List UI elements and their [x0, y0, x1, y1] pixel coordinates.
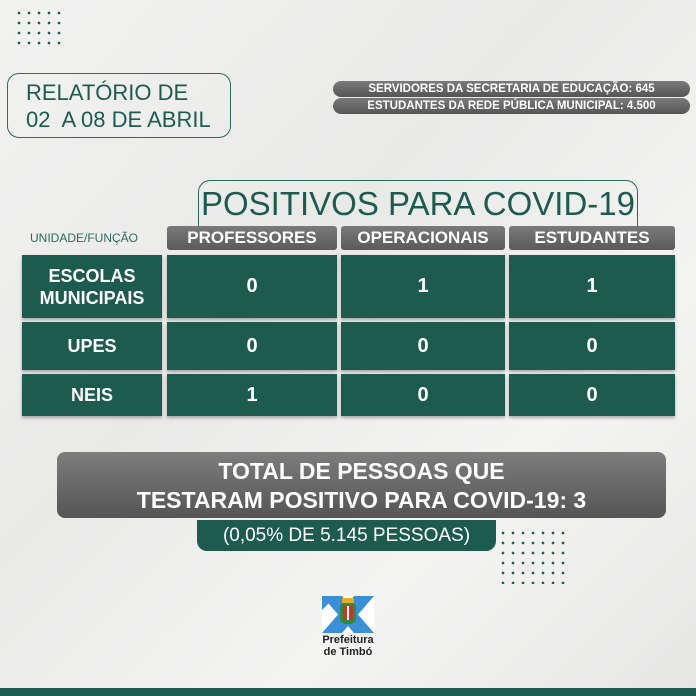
- row-header: UPES: [22, 322, 162, 370]
- dot-pattern-decoration: [14, 8, 62, 50]
- table-cell: 0: [167, 255, 337, 318]
- total-line-2: TESTARAM POSITIVO PARA COVID-19: 3: [136, 487, 587, 513]
- table-cell: 0: [341, 374, 505, 416]
- corner-label: UNIDADE/FUNÇÃO: [30, 231, 139, 245]
- timbo-flag-logo-icon: [322, 596, 374, 633]
- logo-line-1: Prefeitura: [322, 634, 374, 646]
- total-box: TOTAL DE PESSOAS QUE TESTARAM POSITIVO P…: [57, 452, 666, 518]
- table-cell: 1: [341, 255, 505, 318]
- row-header: ESCOLAS MUNICIPAIS: [22, 255, 162, 318]
- table-title: POSITIVOS PARA COVID-19: [198, 180, 638, 230]
- dot-pattern-decoration: [498, 528, 568, 584]
- column-header-estudantes: ESTUDANTES: [509, 226, 675, 250]
- table-cell: 1: [167, 374, 337, 416]
- table-cell: 1: [509, 255, 675, 318]
- row-header: NEIS: [22, 374, 162, 416]
- staff-count-badge: SERVIDORES DA SECRETARIA DE EDUCAÇÃO: 64…: [333, 81, 690, 97]
- percent-box: (0,05% DE 5.145 PESSOAS): [197, 520, 496, 551]
- total-line-1: TOTAL DE PESSOAS QUE: [218, 458, 505, 484]
- report-period-box: RELATÓRIO DE 02 A 08 DE ABRIL: [7, 73, 231, 138]
- column-header-operacionais: OPERACIONAIS: [341, 226, 505, 250]
- report-dates: 02 A 08 DE ABRIL: [26, 107, 211, 132]
- bottom-bar: [0, 688, 696, 696]
- logo-line-2: de Timbó: [323, 646, 373, 658]
- table-cell: 0: [509, 374, 675, 416]
- student-count-badge: ESTUDANTES DA REDE PÚBLICA MUNICIPAL: 4.…: [333, 98, 690, 114]
- table-cell: 0: [341, 322, 505, 370]
- logo-text: Prefeitura de Timbó: [310, 634, 386, 658]
- table-cell: 0: [509, 322, 675, 370]
- column-header-professores: PROFESSORES: [167, 226, 337, 250]
- table-cell: 0: [167, 322, 337, 370]
- report-title: RELATÓRIO DE: [26, 80, 189, 105]
